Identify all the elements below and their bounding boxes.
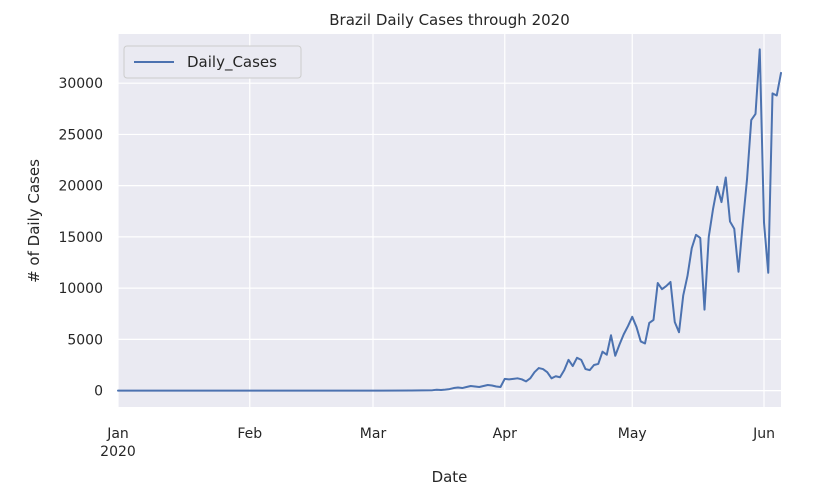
y-tick-label: 0 — [94, 384, 103, 400]
x-axis-label: Date — [432, 468, 468, 486]
y-tick-label: 15000 — [58, 230, 103, 246]
y-tick-label: 10000 — [58, 281, 103, 297]
y-tick-label: 25000 — [58, 127, 103, 143]
x-tick-label: Jun — [752, 426, 775, 442]
x-tick-label: Apr — [493, 426, 517, 442]
x-tick-label: Jan — [106, 426, 129, 442]
y-tick-label: 5000 — [67, 332, 103, 348]
y-tick-labels: 0 5000 10000 15000 20000 25000 30000 — [58, 76, 103, 399]
x-tick-sublabel: 2020 — [100, 444, 136, 460]
y-tick-label: 20000 — [58, 179, 103, 195]
x-tick-label: Feb — [237, 426, 262, 442]
y-tick-label: 30000 — [58, 76, 103, 92]
x-tick-labels: Jan 2020 Feb Mar Apr May Jun — [100, 426, 775, 460]
chart-title: Brazil Daily Cases through 2020 — [329, 11, 570, 29]
y-axis-label: # of Daily Cases — [25, 159, 43, 283]
series-line-daily-cases — [117, 48, 782, 392]
legend-box — [123, 45, 302, 79]
legend: Daily_Cases — [123, 45, 302, 79]
plot-background — [118, 34, 781, 407]
series-layer — [117, 48, 782, 392]
legend-label-daily-cases: Daily_Cases — [187, 53, 277, 72]
x-tick-label: Mar — [360, 426, 387, 442]
x-tick-label: May — [618, 426, 647, 442]
